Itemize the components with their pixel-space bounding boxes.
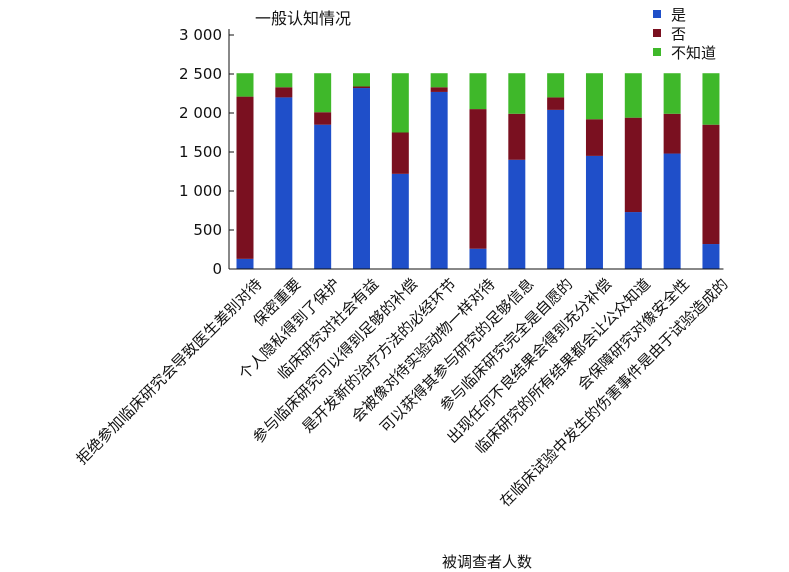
y-tick-label: 1 500 [179, 143, 222, 161]
y-tick-label: 2 500 [179, 65, 222, 83]
legend-label-3: 不知道 [671, 44, 716, 62]
bar-segment-1-cat-11 [624, 212, 642, 269]
bar-segment-3-cat-13 [702, 73, 720, 125]
bar-segment-1-cat-5 [391, 173, 409, 269]
x-axis: 拒绝参加临床研究会导致医生差别对待保密重要个人隐私得到了保护临床研究对社会有益参… [73, 268, 732, 510]
bar-segment-1-cat-6 [430, 91, 448, 269]
bar-segment-3-cat-9 [547, 73, 565, 98]
bar-segment-1-cat-10 [585, 155, 603, 269]
bar-segment-1-cat-12 [663, 153, 681, 269]
bar-segment-2-cat-12 [663, 113, 681, 154]
bar-segment-1-cat-8 [508, 159, 526, 269]
bar-segment-3-cat-5 [391, 73, 409, 133]
bar-segment-3-cat-4 [352, 73, 370, 87]
x-axis-title: 被调查者人数 [442, 553, 532, 571]
bar-segment-2-cat-6 [430, 87, 448, 92]
bar-segment-2-cat-7 [469, 109, 487, 249]
bar-segment-1-cat-1 [236, 258, 254, 269]
bar-segment-3-cat-10 [585, 73, 603, 120]
bar-segment-3-cat-8 [508, 73, 526, 114]
bar-segment-1-cat-4 [352, 88, 370, 269]
legend-swatch-1 [653, 10, 661, 18]
bar-segment-2-cat-9 [547, 97, 565, 110]
y-tick-label: 2 000 [179, 104, 222, 122]
legend-swatch-2 [653, 29, 661, 37]
bar-segment-1-cat-9 [547, 109, 565, 269]
bar-segment-3-cat-12 [663, 73, 681, 114]
bar-segment-3-cat-7 [469, 73, 487, 110]
bar-segment-2-cat-1 [236, 96, 254, 259]
y-tick-label: 3 000 [179, 26, 222, 44]
bar-segment-2-cat-5 [391, 132, 409, 174]
bar-segment-1-cat-2 [275, 97, 293, 270]
legend-swatch-3 [653, 48, 661, 56]
bars-layer [236, 73, 720, 270]
bar-segment-2-cat-10 [585, 119, 603, 156]
bar-segment-2-cat-3 [314, 112, 332, 125]
bar-segment-3-cat-2 [275, 73, 293, 88]
y-tick-label: 1 000 [179, 182, 222, 200]
y-tick-label: 0 [212, 260, 222, 278]
bar-segment-2-cat-13 [702, 124, 720, 245]
bar-segment-3-cat-3 [314, 73, 332, 113]
bar-segment-2-cat-8 [508, 113, 526, 160]
y-tick-label: 500 [193, 221, 222, 239]
bar-segment-2-cat-4 [352, 86, 370, 89]
y-axis: 0 500 1 000 1 500 2 000 2 500 3 000 [179, 26, 234, 278]
legend-label-2: 否 [671, 25, 686, 43]
bar-segment-3-cat-1 [236, 73, 254, 97]
chart-title: 一般认知情况 [255, 9, 351, 28]
bar-segment-1-cat-7 [469, 248, 487, 269]
bar-segment-1-cat-13 [702, 244, 720, 269]
bar-segment-2-cat-2 [275, 87, 293, 98]
bar-segment-2-cat-11 [624, 117, 642, 213]
bar-segment-3-cat-6 [430, 73, 448, 88]
legend-label-1: 是 [671, 6, 686, 24]
bar-segment-3-cat-11 [624, 73, 642, 118]
bar-segment-1-cat-3 [314, 124, 332, 269]
